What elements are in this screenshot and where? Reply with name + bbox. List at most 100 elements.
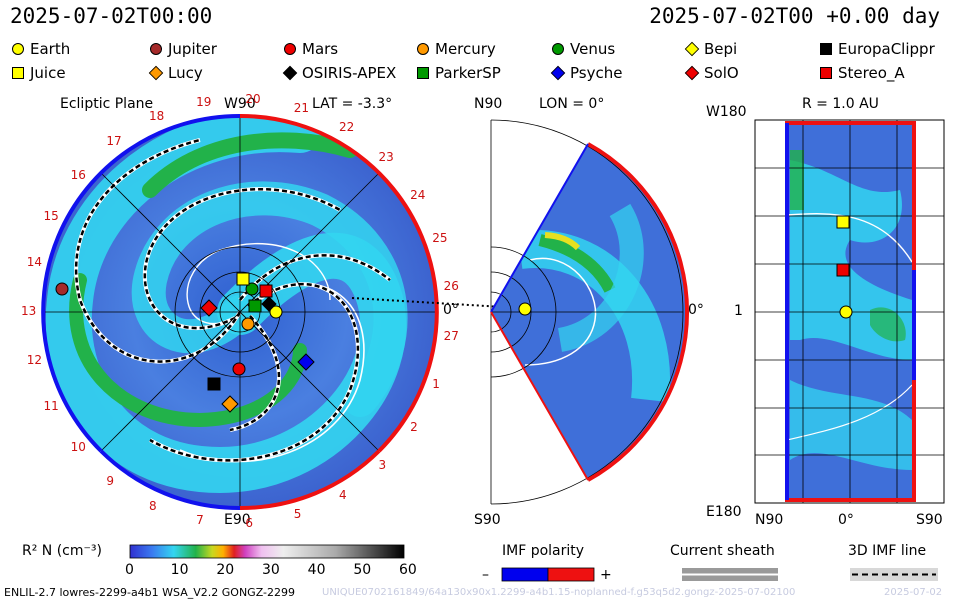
legend-mars-label: Mars [302,40,339,58]
carrington-label: 24 [410,187,426,202]
imf-polarity-label: IMF polarity [502,543,585,559]
rmap-x-mid: 0° [838,512,854,528]
right-timestamp: 2025-07-02T00 +0.00 day [649,4,940,28]
juice-marker [236,272,250,286]
current-sheath-label: Current sheath [670,543,775,559]
carrington-label: 8 [149,498,157,513]
legend-venus-circle-icon [552,43,564,55]
solo-marker [200,299,218,317]
carrington-label: 9 [106,474,115,489]
carrington-label: 13 [21,304,37,318]
legend-stereo-a-square-icon [820,67,832,79]
legend-europaclippr-label: EuropaClippr [838,40,935,58]
colorbar-tick: 10 [170,562,189,578]
legend-parkersp-square-icon [417,67,429,79]
carrington-label: 3 [378,458,387,473]
legend-stereo-a-label: Stereo_A [838,64,905,82]
carrington-label: 10 [70,440,86,455]
juice-rmap-marker [836,215,850,229]
carrington-label: 5 [293,507,302,522]
mars-marker [232,362,246,376]
legend-jupiter-circle-icon [150,43,162,55]
ecliptic-title: Ecliptic Plane [60,96,154,112]
legend-mercury-circle-icon [417,43,429,55]
ecliptic-top-label: W90 [224,96,256,112]
legend-parkersp-label: ParkerSP [435,64,501,82]
imf-3d-line-label: 3D IMF line [848,543,927,559]
meridional-bottom-label: S90 [474,512,501,528]
imf-plus-label: + [600,567,612,583]
left-timestamp: 2025-07-02T00:00 [10,4,213,28]
colorbar-tick: 50 [353,562,372,578]
colorbar-tick: 20 [216,562,235,578]
carrington-label: 14 [26,255,42,270]
legend-mars-circle-icon [284,43,296,55]
carrington-label: 25 [432,231,448,246]
legend-mercury-label: Mercury [435,40,496,58]
legend-psyche-label: Psyche [570,64,623,82]
carrington-label: 17 [106,133,122,148]
carrington-label: 20 [245,92,261,107]
rmap-top-label: W180 [706,104,747,120]
colorbar-tick: 40 [307,562,326,578]
legend-jupiter-label: Jupiter [168,40,217,58]
rmap-mid-label: 1 [734,303,743,319]
ecliptic-disc [41,113,521,511]
legend-juice-label: Juice [30,64,66,82]
radius-label: R = 1.0 AU [802,96,879,112]
ecliptic-bodies [55,272,315,413]
carrington-label: 23 [378,149,394,164]
europaclipper-marker [207,377,221,391]
colorbar-tick: 0 [125,562,134,578]
current-sheath-symbol [682,568,778,581]
colorbar-tick: 30 [262,562,280,578]
carrington-label: 12 [26,352,42,367]
lat-label: LAT = -3.3° [312,96,393,112]
run-identifier: UNIQUE0702161849/64a130x90x1.2299-a4b1.1… [322,587,796,598]
carrington-label: 11 [43,399,59,414]
carrington-label: 6 [245,515,253,530]
lucy-marker [221,395,239,413]
lon-label: LON = 0° [539,96,605,112]
parkersp-marker [248,299,262,313]
carrington-label: 1 [432,376,440,391]
earth-rmap-marker [839,305,853,319]
stereo-a-rmap-marker [836,263,850,277]
meridional-top-label: N90 [474,96,503,112]
carrington-label: 21 [293,100,310,115]
legend-earth-label: Earth [30,40,71,58]
imf-3d-line-symbol [850,568,938,581]
mercury-marker [241,317,255,331]
legend-earth-circle-icon [12,43,24,55]
legend-juice-square-icon [12,67,24,79]
meridional-right-label: 0° [688,302,704,318]
ecliptic-right-label: 0° [443,302,459,318]
carrington-label: 2 [410,420,418,435]
rmap-x-right: S90 [916,512,943,528]
carrington-label: 26 [443,279,459,294]
density-colorbar [129,544,405,559]
earth-marker [269,305,283,319]
imf-polarity-bar [501,567,595,582]
carrington-label: 22 [339,120,355,135]
carrington-label: 16 [70,167,86,182]
radius-map [754,119,945,504]
carrington-label: 4 [339,487,347,502]
legend-lucy-label: Lucy [168,64,203,82]
earth-meridional-marker [518,302,532,316]
model-info: ENLIL-2.7 lowres-2299-a4b1 WSA_V2.2 GONG… [4,586,296,599]
osiris-apex-marker [261,296,277,312]
carrington-label: 18 [149,109,165,124]
carrington-label: 27 [443,328,459,343]
jupiter-marker [55,282,69,296]
stereo-a-marker [259,284,273,298]
venus-marker [245,282,259,296]
legend-venus-label: Venus [570,40,616,58]
carrington-label: 19 [196,95,212,110]
legend-osiris-apex-label: OSIRIS-APEX [302,64,397,82]
imf-minus-label: – [482,567,489,583]
carrington-label: 7 [196,512,204,527]
ecliptic-bottom-label: E90 [224,512,251,528]
